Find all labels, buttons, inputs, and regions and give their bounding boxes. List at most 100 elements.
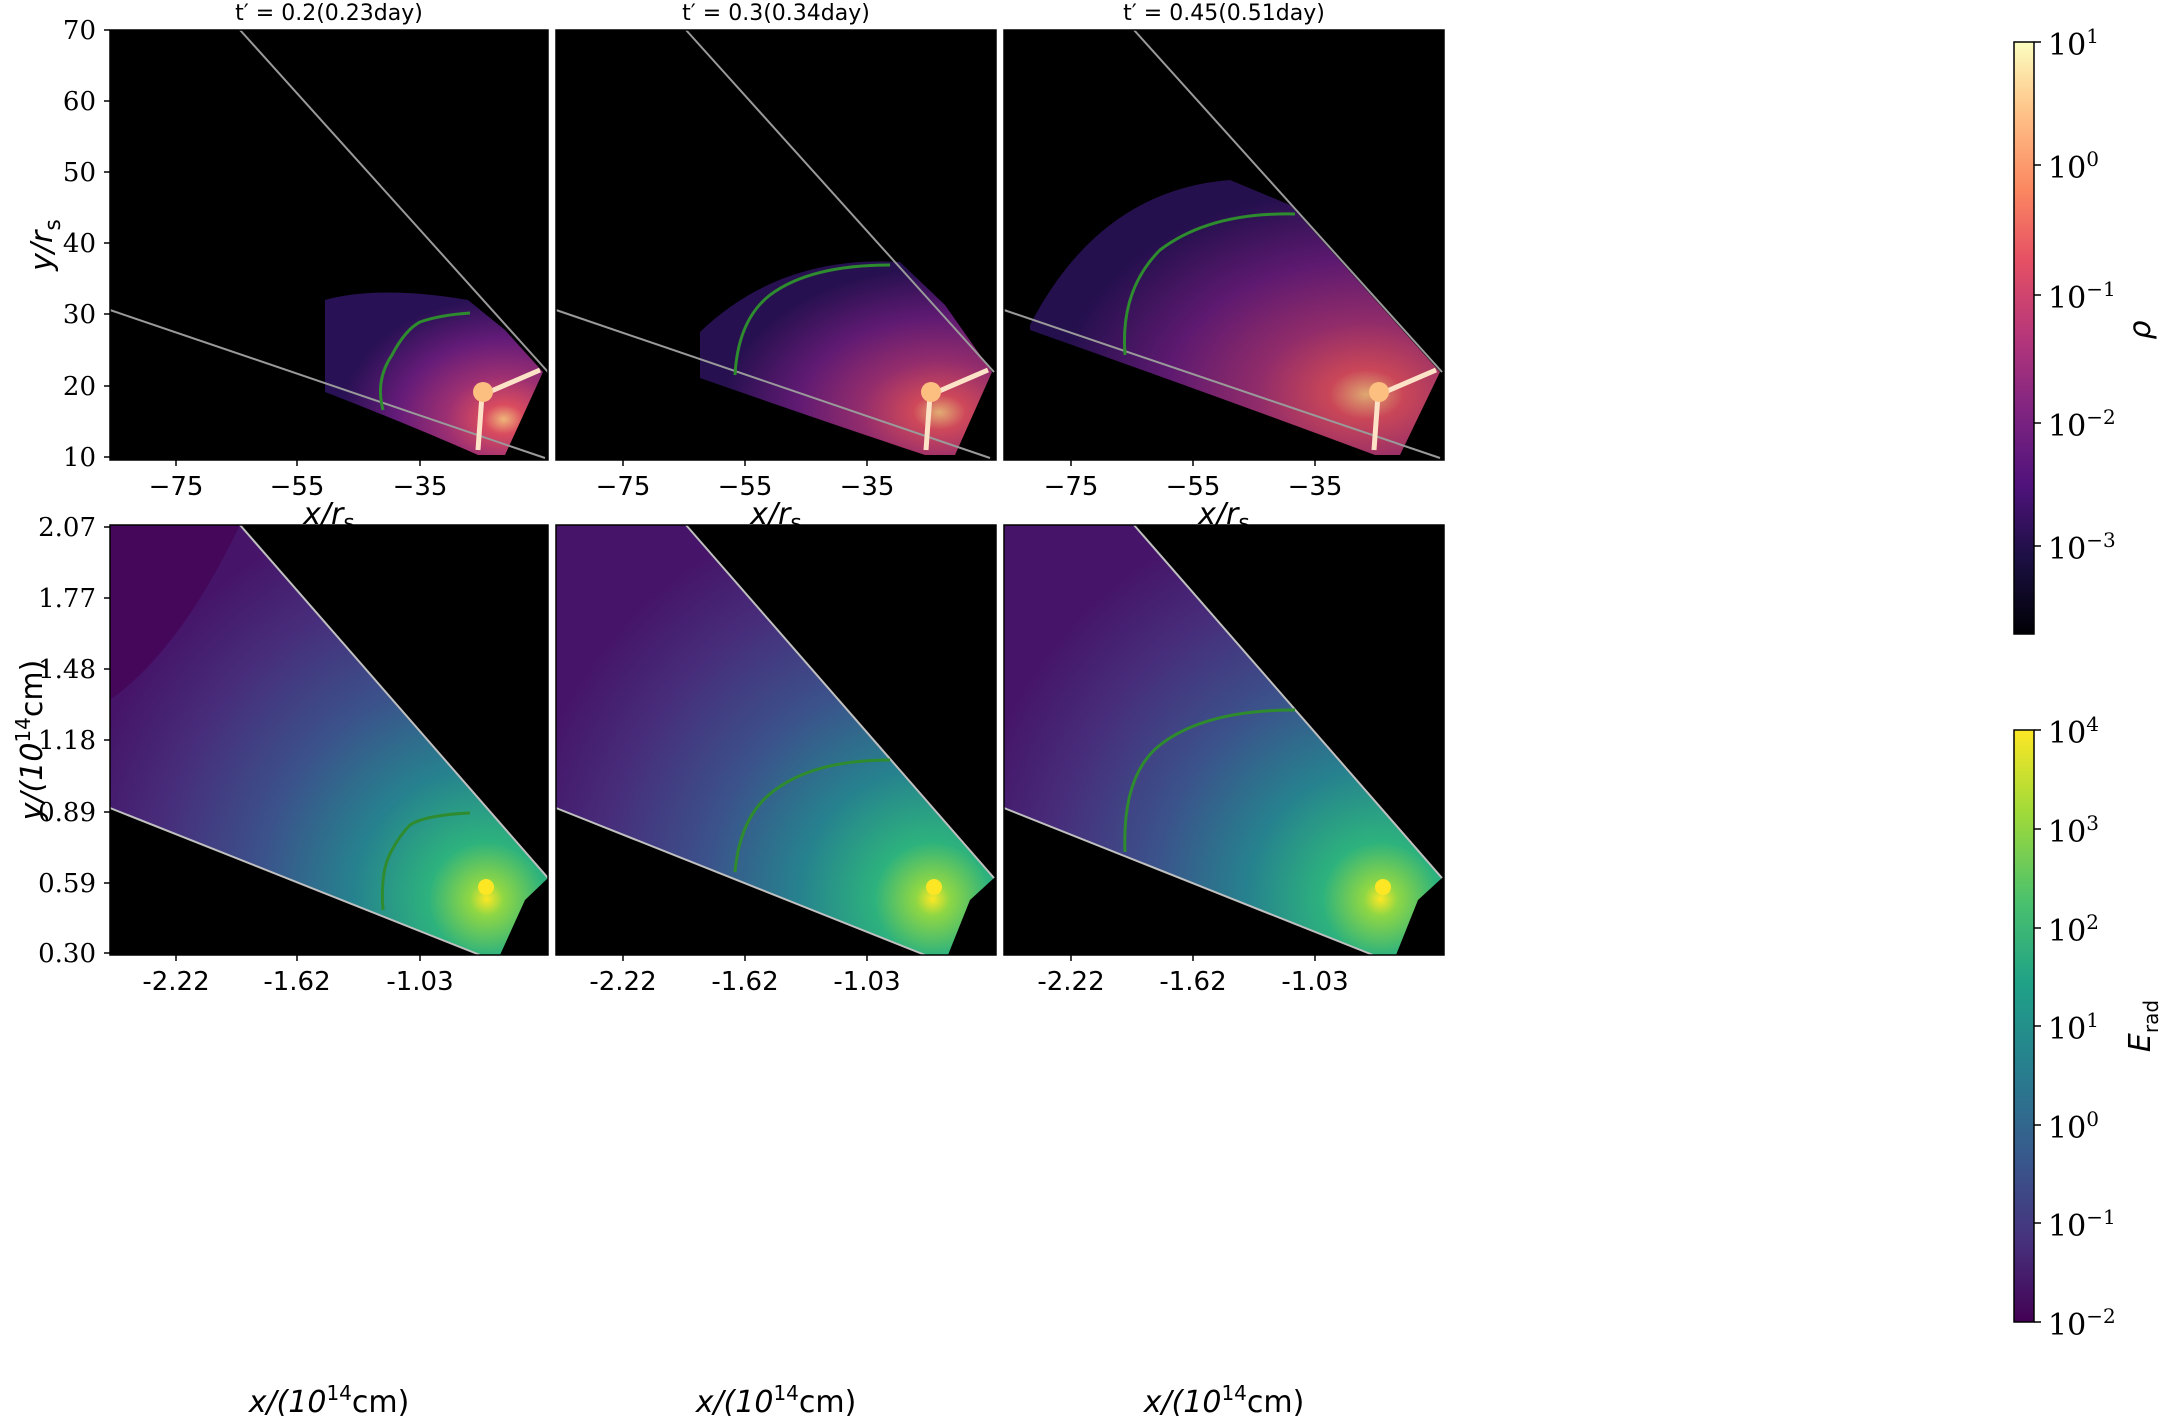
cb-tick: 10−2 <box>2048 405 2116 444</box>
low-energy-zone <box>110 525 240 700</box>
bottom-xlabel-2: x/(1014cm) <box>695 1381 857 1418</box>
bottom-xtick: -1.62 <box>711 967 778 997</box>
bottom-xlabel-3: x/(1014cm) <box>1143 1381 1305 1418</box>
lower-boundary <box>109 807 481 956</box>
bottom-xtick: -1.03 <box>1281 967 1348 997</box>
cb-tick: 10−1 <box>2048 277 2116 316</box>
bottom-xaxis: -2.22 -1.62 -1.03 -2.22 -1.62 -1.03 -2.2… <box>142 955 1349 997</box>
cb-tick: 101 <box>2048 1008 2099 1047</box>
top-xtick: −75 <box>149 472 204 502</box>
upper-boundary <box>685 524 995 879</box>
top-panel-1 <box>109 29 549 460</box>
radiation-region <box>1004 525 1442 955</box>
top-ytick-60: 60 <box>63 87 96 117</box>
density-region <box>1030 180 1440 455</box>
top-xlabel-2: x/rs <box>749 497 802 536</box>
photosphere-line <box>733 263 891 376</box>
bottom-panel-2 <box>555 524 996 956</box>
bottom-xtick: -1.62 <box>1159 967 1226 997</box>
bottom-xlabel-1: x/(1014cm) <box>248 1381 410 1418</box>
colorbar-label-rho: ρ <box>2123 320 2158 339</box>
top-ylabel: y/rs <box>25 219 66 272</box>
top-xtick: −75 <box>1044 472 1099 502</box>
panel-frames <box>109 29 1445 956</box>
photosphere-line <box>1123 708 1296 853</box>
panel-title-2: t′ = 0.3(0.34day) <box>682 1 870 26</box>
top-xtick: −35 <box>840 472 895 502</box>
density-region <box>325 292 543 455</box>
upper-boundary <box>239 524 549 879</box>
colorbar-gradient <box>2013 729 2035 1323</box>
lower-boundary <box>1003 309 1441 459</box>
top-ytick-70: 70 <box>63 16 96 46</box>
bottom-ytick: 2.07 <box>38 513 96 543</box>
top-xtick: −35 <box>1288 472 1343 502</box>
lower-boundary <box>555 807 926 956</box>
colorbar-radiation: 104 103 102 101 100 10−1 10−2 Erad <box>2013 712 2163 1343</box>
bottom-xtick: -1.62 <box>263 967 330 997</box>
source-hotspot <box>1369 382 1389 402</box>
lower-boundary <box>109 309 546 459</box>
source-hotspot <box>478 879 494 895</box>
bottom-panel-3 <box>1003 524 1444 956</box>
cb-tick: 10−2 <box>2048 1304 2116 1343</box>
top-ytick-20: 20 <box>63 372 96 402</box>
top-xlabel-1: x/rs <box>302 497 355 536</box>
top-ytick-30: 30 <box>63 300 96 330</box>
top-ytick-10: 10 <box>63 443 96 473</box>
photosphere-line <box>733 758 891 873</box>
colorbar-gradient <box>2013 41 2035 635</box>
top-yaxis: 70 60 50 40 30 20 10 <box>63 16 110 473</box>
cb-tick: 100 <box>2048 1107 2099 1146</box>
bottom-yaxis: 2.07 1.77 1.48 1.18 0.89 0.59 0.30 <box>38 513 110 969</box>
upper-boundary <box>685 29 995 373</box>
source-hotspot <box>926 879 942 895</box>
cb-tick: 102 <box>2048 910 2099 949</box>
radiation-region <box>556 525 994 955</box>
cb-tick: 10−3 <box>2048 528 2116 567</box>
bottom-ytick: 1.48 <box>38 655 96 685</box>
top-xtick: −35 <box>393 472 448 502</box>
panel-title-1: t′ = 0.2(0.23day) <box>235 1 423 26</box>
cb-tick: 103 <box>2048 811 2099 850</box>
bottom-xtick: -2.22 <box>589 967 656 997</box>
cb-tick: 101 <box>2048 24 2099 63</box>
photosphere-line <box>379 311 471 411</box>
colorbar-density: 101 100 10−1 10−2 10−3 ρ <box>2013 24 2158 635</box>
upper-boundary <box>239 29 549 373</box>
bottom-panel-1 <box>109 524 549 956</box>
bottom-ylabel: y/(1014cm) <box>11 660 50 822</box>
bottom-xtick: -2.22 <box>1037 967 1104 997</box>
cb-tick: 100 <box>2048 147 2099 186</box>
top-panel-2 <box>555 29 996 460</box>
top-xtick: −75 <box>596 472 651 502</box>
upper-boundary <box>1133 524 1443 879</box>
bottom-ytick: 0.30 <box>38 939 96 969</box>
bottom-xtick: -1.03 <box>386 967 453 997</box>
source-hotspot <box>1375 879 1391 895</box>
lower-boundary <box>1003 807 1374 956</box>
bottom-xtick: -2.22 <box>142 967 209 997</box>
cb-tick: 10−1 <box>2048 1205 2116 1244</box>
top-xtick: −55 <box>718 472 773 502</box>
bottom-ytick: 1.77 <box>38 584 96 614</box>
bottom-xtick: -1.03 <box>833 967 900 997</box>
bottom-ytick: 0.89 <box>38 798 96 828</box>
photosphere-line <box>1122 212 1296 356</box>
cb-tick: 104 <box>2048 712 2099 751</box>
top-xlabel-3: x/rs <box>1197 497 1250 536</box>
top-xtick: −55 <box>1166 472 1221 502</box>
top-ytick-40: 40 <box>63 229 96 259</box>
top-panel-3 <box>1003 29 1444 460</box>
source-hotspot <box>473 382 493 402</box>
upper-boundary <box>1133 29 1443 373</box>
source-hotspot <box>921 382 941 402</box>
panel-title-3: t′ = 0.45(0.51day) <box>1123 1 1325 26</box>
bottom-ytick: 1.18 <box>38 726 96 756</box>
top-xaxis: −75 −55 −35 −75 −55 −35 −75 −55 −35 <box>149 460 1343 502</box>
top-ytick-50: 50 <box>63 158 96 188</box>
lower-boundary <box>555 309 991 459</box>
density-region <box>700 261 992 455</box>
top-xtick: −55 <box>270 472 325 502</box>
